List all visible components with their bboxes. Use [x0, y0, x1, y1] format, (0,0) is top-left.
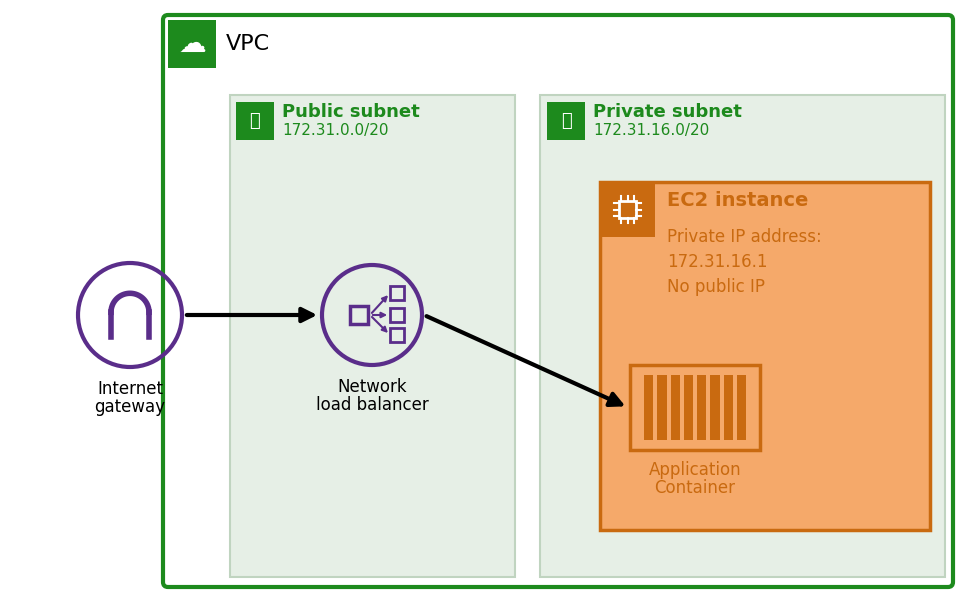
Bar: [644, 375, 653, 440]
Bar: [711, 375, 719, 440]
Bar: [600, 182, 655, 237]
Text: ☁: ☁: [178, 30, 206, 58]
Text: 🔒: 🔒: [560, 112, 571, 130]
Bar: [630, 365, 760, 450]
Text: No public IP: No public IP: [667, 278, 765, 296]
Bar: [737, 375, 746, 440]
Text: Private subnet: Private subnet: [593, 103, 741, 121]
Text: Private IP address:: Private IP address:: [667, 228, 822, 246]
Bar: [540, 95, 945, 577]
FancyBboxPatch shape: [163, 15, 953, 587]
Bar: [671, 375, 680, 440]
Bar: [697, 375, 707, 440]
Text: VPC: VPC: [226, 34, 270, 54]
Text: 172.31.0.0/20: 172.31.0.0/20: [282, 122, 388, 137]
Bar: [657, 375, 667, 440]
Bar: [390, 308, 404, 322]
Bar: [168, 20, 216, 68]
Text: Application: Application: [649, 461, 741, 479]
Text: 🔒: 🔒: [250, 112, 260, 130]
Bar: [390, 328, 404, 342]
Bar: [683, 375, 693, 440]
Bar: [723, 375, 733, 440]
Bar: [620, 201, 636, 218]
Text: Container: Container: [654, 479, 736, 497]
Bar: [547, 102, 585, 140]
Text: 172.31.16.0/20: 172.31.16.0/20: [593, 122, 710, 137]
Text: EC2 instance: EC2 instance: [667, 190, 808, 209]
Text: Internet: Internet: [97, 380, 163, 398]
Bar: [390, 286, 404, 300]
Bar: [350, 306, 368, 324]
Bar: [600, 182, 930, 530]
Text: gateway: gateway: [95, 398, 166, 416]
Text: Public subnet: Public subnet: [282, 103, 420, 121]
Text: Network: Network: [337, 378, 407, 396]
Text: 172.31.16.1: 172.31.16.1: [667, 253, 768, 271]
Bar: [230, 95, 515, 577]
Bar: [236, 102, 274, 140]
Text: load balancer: load balancer: [316, 396, 429, 414]
